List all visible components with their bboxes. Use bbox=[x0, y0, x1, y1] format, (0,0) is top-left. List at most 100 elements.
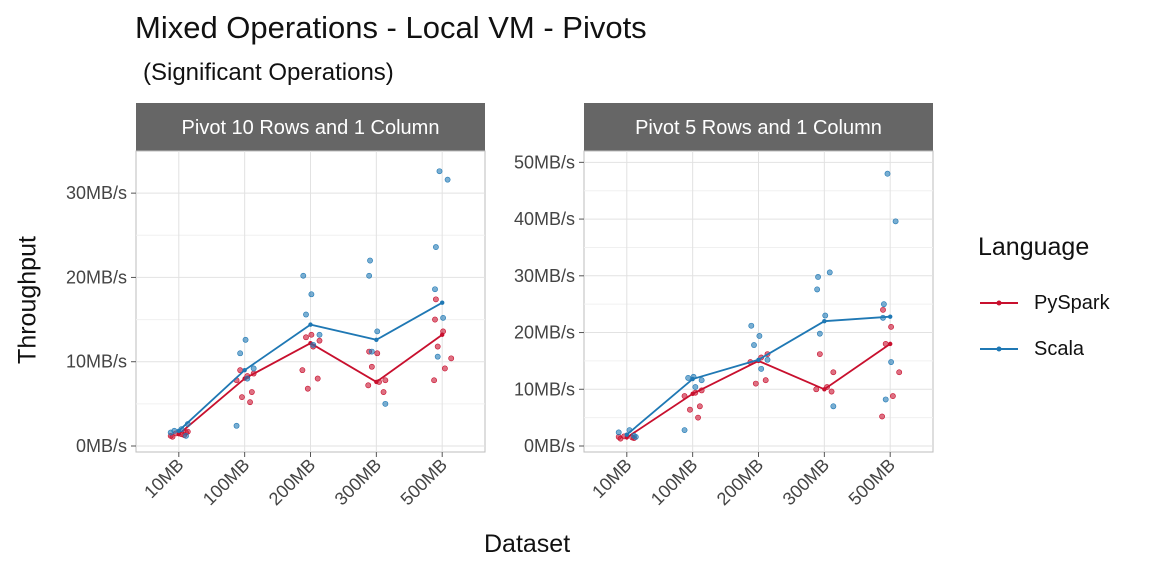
x-tick-label-1-300mb: 300MB bbox=[779, 455, 833, 509]
point-pyspark-1 bbox=[888, 323, 894, 330]
point-pyspark-1 bbox=[889, 393, 896, 399]
point-scala-0 bbox=[233, 422, 240, 429]
point-pyspark-0 bbox=[314, 375, 321, 382]
point-scala-0 bbox=[250, 365, 257, 372]
x-tick-label-1-10mb: 10MB bbox=[588, 455, 635, 502]
mean-point-pyspark-1 bbox=[887, 341, 893, 347]
point-scala-0 bbox=[300, 272, 307, 279]
mean-point-pyspark-0 bbox=[176, 432, 182, 437]
x-tick-label-0-300mb: 300MB bbox=[331, 455, 385, 509]
point-scala-1 bbox=[615, 429, 622, 436]
legend-point-scala bbox=[996, 346, 1002, 352]
mean-point-scala-0 bbox=[176, 428, 182, 434]
point-scala-0 bbox=[366, 272, 373, 279]
legend-item-pyspark: PySpark bbox=[978, 280, 1110, 326]
point-pyspark-0 bbox=[431, 377, 437, 384]
point-pyspark-0 bbox=[382, 377, 389, 384]
point-scala-0 bbox=[432, 286, 438, 293]
point-scala-1 bbox=[758, 365, 765, 372]
y-tick-label-1: 40MB/s bbox=[514, 209, 575, 229]
mean-point-pyspark-0 bbox=[439, 332, 445, 337]
mean-point-scala-1 bbox=[624, 432, 630, 437]
point-scala-1 bbox=[751, 342, 757, 348]
legend-key-scala bbox=[980, 346, 1018, 352]
point-scala-1 bbox=[830, 403, 837, 410]
mean-point-scala-1 bbox=[690, 376, 695, 382]
x-tick-label-0-500mb: 500MB bbox=[397, 455, 451, 509]
mean-point-scala-1 bbox=[822, 318, 827, 324]
mean-point-scala-1 bbox=[887, 314, 893, 319]
point-scala-0 bbox=[432, 244, 439, 250]
point-scala-1 bbox=[888, 359, 894, 365]
point-pyspark-1 bbox=[687, 406, 693, 413]
point-scala-1 bbox=[756, 333, 763, 339]
x-tick-label-1-100mb: 100MB bbox=[647, 455, 701, 509]
y-tick-label-0: 0MB/s bbox=[76, 436, 127, 456]
legend-label-scala: Scala bbox=[1034, 337, 1085, 360]
point-pyspark-0 bbox=[434, 343, 441, 350]
mean-point-pyspark-1 bbox=[822, 387, 827, 392]
point-scala-0 bbox=[244, 375, 251, 382]
x-tick-label-0-200mb: 200MB bbox=[265, 455, 319, 509]
legend-item-scala: Scala bbox=[978, 326, 1110, 372]
mean-point-scala-0 bbox=[374, 337, 379, 342]
y-tick-label-1: 30MB/s bbox=[514, 266, 575, 286]
y-tick-label-1: 10MB/s bbox=[514, 379, 575, 399]
point-pyspark-1 bbox=[816, 351, 823, 357]
point-pyspark-0 bbox=[248, 389, 255, 395]
x-tick-label-0-100mb: 100MB bbox=[199, 455, 253, 509]
y-tick-label-0: 10MB/s bbox=[66, 352, 127, 372]
point-scala-1 bbox=[882, 396, 889, 403]
point-scala-0 bbox=[368, 348, 375, 355]
facet-strip-1 bbox=[584, 103, 933, 151]
y-tick-label-1: 0MB/s bbox=[524, 436, 575, 456]
legend-title: Language bbox=[978, 233, 1090, 261]
point-scala-1 bbox=[764, 356, 771, 363]
point-pyspark-0 bbox=[304, 385, 311, 392]
mean-point-pyspark-0 bbox=[374, 379, 379, 385]
point-pyspark-0 bbox=[380, 389, 387, 395]
x-tick-label-1-500mb: 500MB bbox=[845, 455, 899, 509]
point-pyspark-0 bbox=[368, 363, 375, 370]
point-pyspark-0 bbox=[365, 382, 372, 389]
point-scala-1 bbox=[822, 312, 829, 319]
point-scala-1 bbox=[814, 286, 821, 293]
point-scala-1 bbox=[816, 330, 823, 337]
point-pyspark-0 bbox=[448, 355, 455, 362]
legend-key-pyspark bbox=[980, 300, 1018, 306]
point-scala-0 bbox=[308, 291, 315, 298]
facet-title-1: Pivot 5 Rows and 1 Column bbox=[635, 117, 882, 139]
point-pyspark-1 bbox=[762, 377, 769, 384]
point-pyspark-1 bbox=[896, 369, 903, 376]
mean-point-scala-1 bbox=[756, 357, 761, 362]
point-pyspark-1 bbox=[880, 306, 886, 313]
point-pyspark-0 bbox=[441, 365, 448, 372]
point-scala-0 bbox=[237, 350, 244, 357]
point-pyspark-1 bbox=[752, 380, 759, 387]
point-scala-0 bbox=[440, 314, 446, 321]
point-scala-1 bbox=[884, 170, 891, 177]
y-tick-label-1: 50MB/s bbox=[514, 152, 575, 172]
point-scala-1 bbox=[685, 375, 692, 381]
point-pyspark-0 bbox=[299, 367, 306, 374]
chart-subtitle: (Significant Operations) bbox=[143, 59, 394, 86]
mean-point-scala-0 bbox=[439, 300, 445, 305]
point-scala-1 bbox=[698, 377, 705, 384]
point-scala-1 bbox=[692, 384, 699, 390]
point-scala-0 bbox=[374, 328, 381, 335]
point-scala-0 bbox=[367, 257, 373, 264]
facet-title-0: Pivot 10 Rows and 1 Column bbox=[182, 117, 440, 139]
mean-point-scala-0 bbox=[308, 322, 313, 327]
point-pyspark-0 bbox=[432, 296, 439, 303]
point-scala-0 bbox=[303, 311, 309, 318]
point-pyspark-0 bbox=[303, 334, 309, 341]
y-axis-label: Throughput bbox=[13, 236, 42, 364]
point-scala-1 bbox=[748, 322, 755, 329]
point-scala-0 bbox=[316, 331, 323, 338]
point-pyspark-1 bbox=[696, 403, 703, 410]
point-pyspark-0 bbox=[316, 337, 323, 344]
point-pyspark-0 bbox=[247, 399, 253, 406]
y-tick-label-1: 20MB/s bbox=[514, 323, 575, 343]
facet-strip-0 bbox=[136, 103, 485, 151]
